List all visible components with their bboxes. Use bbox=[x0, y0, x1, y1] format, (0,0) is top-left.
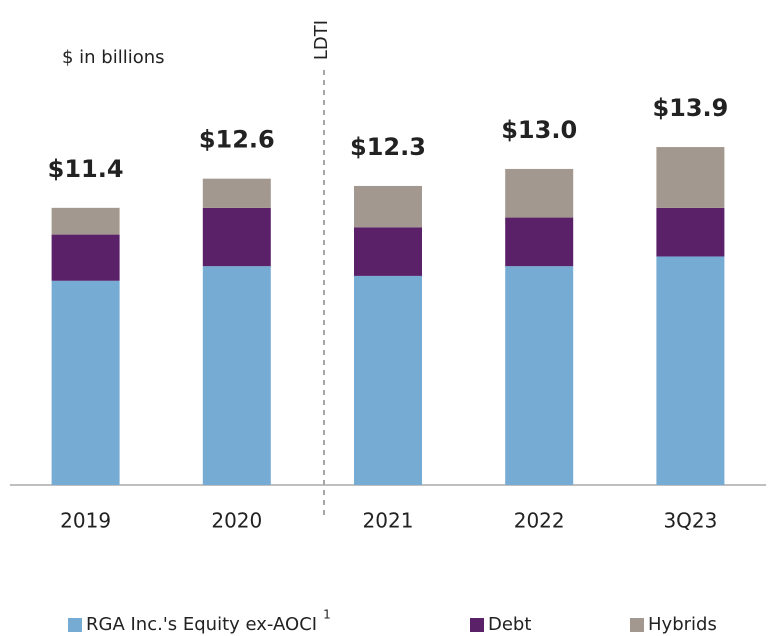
bar-segment bbox=[51, 207, 120, 235]
legend-label: Debt bbox=[488, 614, 531, 635]
bar-segment bbox=[354, 275, 422, 485]
x-tick-label: 3Q23 bbox=[663, 509, 717, 533]
total-label: $12.3 bbox=[350, 133, 426, 161]
bar-segment bbox=[202, 266, 271, 485]
bar-segment bbox=[202, 207, 271, 267]
legend-swatch bbox=[68, 618, 82, 632]
bar-segment bbox=[51, 280, 120, 485]
legend-footnote: 1 bbox=[323, 608, 331, 622]
total-label: $13.0 bbox=[501, 116, 577, 144]
total-label: $12.6 bbox=[199, 126, 275, 154]
x-tick-label: 2021 bbox=[363, 509, 414, 533]
bar-segment bbox=[202, 178, 271, 208]
x-tick-label: 2020 bbox=[211, 509, 262, 533]
legend-label: RGA Inc.'s Equity ex-AOCI bbox=[86, 614, 317, 635]
bar-segment bbox=[354, 227, 422, 276]
bar-segment bbox=[505, 266, 574, 485]
bar-segment bbox=[656, 147, 725, 208]
x-tick-label: 2019 bbox=[60, 509, 111, 533]
bar-segment bbox=[505, 168, 574, 218]
legend-label: Hybrids bbox=[648, 614, 717, 635]
ldti-label: LDTI bbox=[311, 20, 332, 60]
legend-swatch bbox=[630, 618, 644, 632]
legend-swatch bbox=[470, 618, 484, 632]
total-label: $13.9 bbox=[652, 94, 728, 122]
bar-segment bbox=[354, 185, 422, 228]
bar-segment bbox=[656, 207, 725, 257]
bar-segment bbox=[505, 217, 574, 267]
total-label: $11.4 bbox=[48, 155, 124, 183]
x-tick-label: 2022 bbox=[514, 509, 565, 533]
bar-segment bbox=[656, 256, 725, 485]
bar-segment bbox=[51, 234, 120, 281]
unit-note: $ in billions bbox=[62, 47, 165, 68]
